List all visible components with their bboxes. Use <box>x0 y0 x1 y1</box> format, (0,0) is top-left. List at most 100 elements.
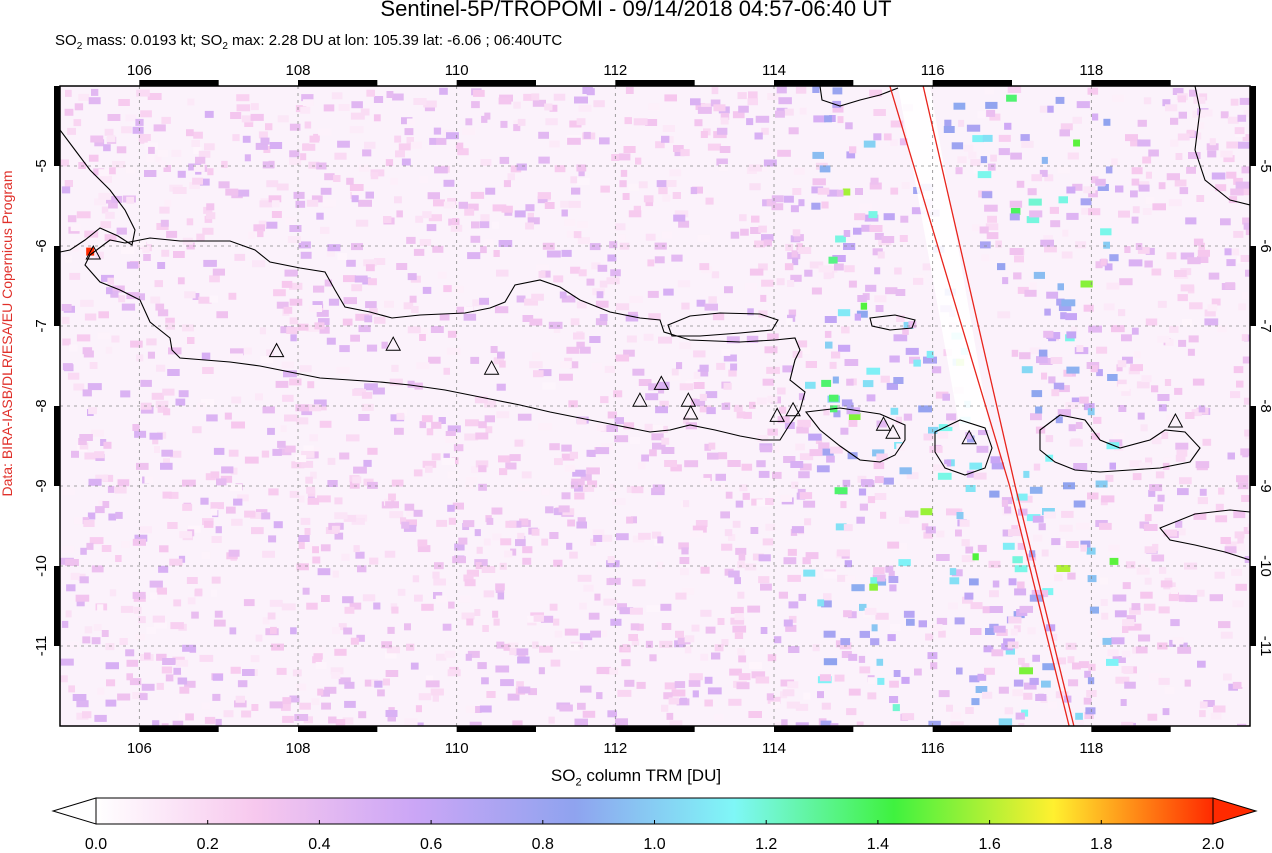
so2-pixel <box>209 295 219 303</box>
so2-pixel <box>662 194 671 202</box>
so2-pixel <box>921 523 929 531</box>
so2-pixel <box>282 715 294 723</box>
so2-pixel <box>965 485 976 492</box>
so2-pixel <box>1157 394 1170 401</box>
so2-pixel <box>998 148 1010 156</box>
so2-pixel <box>1100 228 1112 236</box>
so2-pixel <box>101 630 109 637</box>
so2-pixel <box>638 181 648 189</box>
so2-pixel <box>1101 495 1115 503</box>
so2-pixel <box>365 301 377 309</box>
so2-pixel <box>144 476 153 484</box>
so2-pixel <box>944 119 952 127</box>
so2-pixel <box>234 700 247 708</box>
so2-pixel <box>1032 654 1040 662</box>
so2-pixel <box>898 559 911 567</box>
so2-pixel <box>955 167 963 175</box>
so2-pixel <box>622 193 630 200</box>
so2-pixel <box>869 583 878 591</box>
so2-pixel <box>656 180 668 188</box>
so2-pixel <box>422 460 437 468</box>
so2-pixel <box>780 494 792 502</box>
so2-pixel <box>289 317 299 325</box>
so2-pixel <box>797 419 811 427</box>
so2-pixel <box>80 547 87 555</box>
so2-pixel <box>1144 546 1157 554</box>
so2-pixel <box>1122 582 1131 590</box>
so2-pixel <box>391 364 399 372</box>
so2-pixel <box>1144 260 1153 268</box>
so2-pixel <box>792 188 802 195</box>
so2-pixel <box>1078 661 1090 669</box>
so2-pixel <box>791 250 798 258</box>
so2-pixel <box>332 570 339 578</box>
so2-pixel <box>1193 238 1204 246</box>
so2-pixel <box>412 575 420 583</box>
so2-pixel <box>295 404 310 412</box>
so2-pixel <box>395 150 405 158</box>
so2-pixel <box>182 479 196 487</box>
so2-pixel <box>991 649 1004 657</box>
so2-pixel <box>923 531 933 539</box>
so2-pixel <box>1061 510 1074 518</box>
so2-pixel <box>1100 599 1108 606</box>
so2-pixel <box>206 203 215 211</box>
so2-pixel <box>906 618 915 626</box>
so2-pixel <box>995 240 1002 248</box>
so2-pixel <box>320 544 331 552</box>
so2-pixel <box>1010 207 1021 215</box>
so2-pixel <box>289 490 300 498</box>
so2-pixel <box>1232 681 1243 689</box>
so2-pixel <box>553 618 560 626</box>
so2-pixel <box>703 474 712 482</box>
so2-pixel <box>150 296 161 304</box>
so2-pixel <box>457 148 469 156</box>
so2-pixel <box>923 356 937 364</box>
so2-pixel <box>294 714 309 721</box>
so2-pixel <box>76 211 91 219</box>
so2-pixel <box>661 447 675 454</box>
so2-pixel <box>156 682 164 690</box>
so2-pixel <box>236 94 250 102</box>
so2-pixel <box>401 521 410 529</box>
so2-pixel <box>876 658 884 666</box>
so2-pixel <box>901 713 915 721</box>
so2-pixel <box>333 175 341 182</box>
so2-pixel <box>569 361 579 369</box>
so2-pixel <box>406 509 417 517</box>
so2-pixel <box>872 578 887 586</box>
so2-pixel <box>1166 252 1177 260</box>
so2-pixel <box>211 508 218 516</box>
so2-pixel <box>70 572 80 580</box>
so2-pixel <box>1185 412 1195 419</box>
so2-pixel <box>1172 637 1184 645</box>
so2-pixel <box>1178 339 1187 347</box>
so2-pixel <box>64 180 73 187</box>
latitude-labels: -5 -5-6 -6-7 -7-8 -8-9 -9-10 -10-11 -11 <box>33 159 1272 656</box>
so2-pixel <box>151 392 164 400</box>
so2-pixel <box>880 375 890 383</box>
so2-pixel <box>189 182 200 190</box>
so2-pixel <box>486 517 494 525</box>
so2-pixel <box>387 714 396 722</box>
so2-pixel <box>302 99 314 107</box>
so2-pixel <box>595 318 608 326</box>
so2-pixel <box>951 142 964 150</box>
so2-pixel <box>292 669 302 677</box>
so2-pixel <box>328 716 337 724</box>
so2-pixel <box>107 135 116 143</box>
so2-pixel <box>289 123 301 131</box>
so2-pixel <box>799 492 813 500</box>
so2-pixel <box>64 108 74 116</box>
swath-edge-lines <box>889 86 1075 726</box>
so2-pixel <box>273 289 286 297</box>
so2-pixel <box>350 637 359 645</box>
so2-pixel <box>838 344 851 352</box>
so2-pixel <box>606 667 619 675</box>
so2-pixel <box>1240 255 1250 262</box>
so2-pixel <box>439 87 448 95</box>
so2-pixel <box>684 646 692 654</box>
so2-pixel <box>214 610 223 618</box>
so2-pixel <box>965 432 972 440</box>
so2-pixel <box>471 466 479 474</box>
